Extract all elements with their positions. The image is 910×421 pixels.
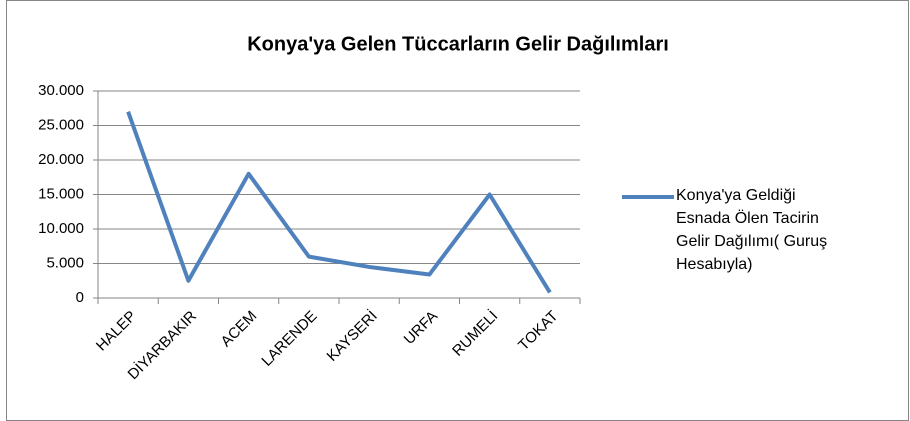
y-tick-label: 15.000: [38, 185, 84, 202]
y-tick-label: 0: [76, 289, 84, 306]
y-tick-label: 20.000: [38, 151, 84, 168]
legend-label: Konya'ya Geldiği Esnada Ölen Tacirin Gel…: [676, 187, 828, 273]
chart-frame: [6, 0, 909, 421]
y-tick-label: 10.000: [38, 220, 84, 237]
y-tick-label: 25.000: [38, 116, 84, 133]
chart-title: Konya'ya Gelen Tüccarların Gelir Dağılım…: [247, 33, 669, 55]
y-tick-label: 30.000: [38, 82, 84, 99]
y-tick-label: 5.000: [46, 254, 84, 271]
line-series: [126, 111, 552, 294]
